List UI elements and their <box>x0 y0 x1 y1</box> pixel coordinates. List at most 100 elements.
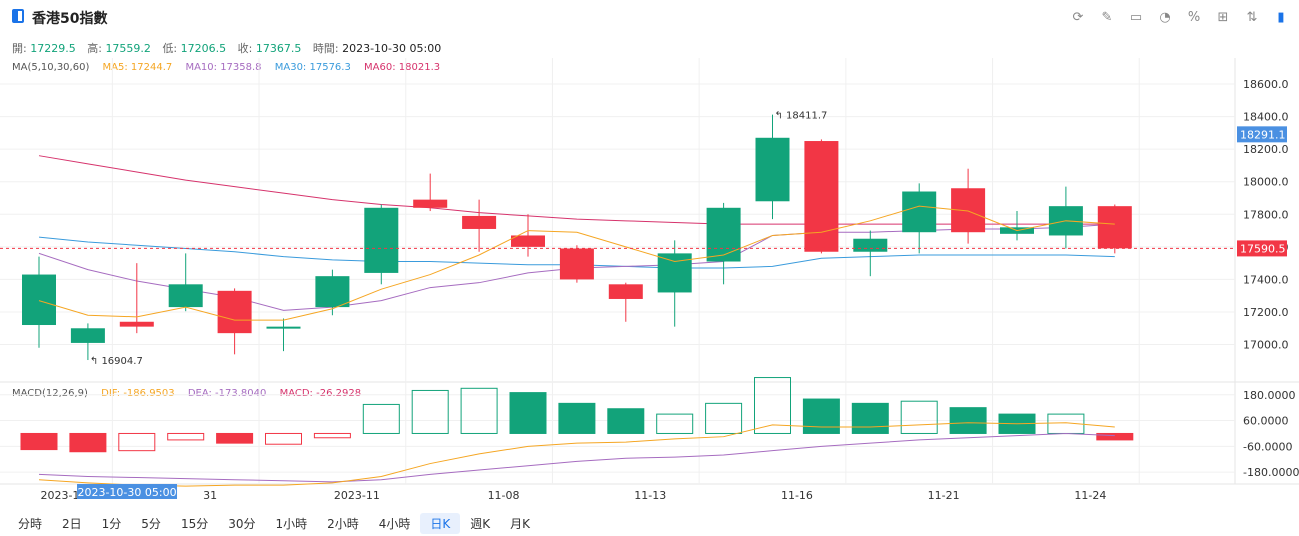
cursor-price-label: 18291.1 <box>1240 128 1286 141</box>
dif-line <box>38 422 1115 487</box>
low-label: 低: <box>162 42 178 55</box>
last-price-badge <box>1237 240 1287 257</box>
tab-period-0[interactable]: 分時 <box>18 517 43 531</box>
time-value: 2023-10-30 05:00 <box>342 42 442 55</box>
top-bar: 香港50指數 ⟳ ✎ ▭ ◔ % ⊞ ⇅ ▮ <box>0 0 1299 34</box>
macd-bar <box>313 432 351 439</box>
macd-value: MACD: -26.2928 <box>279 388 362 399</box>
last-price-label: 17590.5 <box>1240 242 1286 255</box>
ma60-value: MA60: 18021.3 <box>364 62 441 73</box>
tab-period-7[interactable]: 2小時 <box>327 517 359 531</box>
candle-body <box>217 290 252 334</box>
candle-body <box>706 207 741 262</box>
tab-period-2[interactable]: 1分 <box>101 517 122 531</box>
time-label: 時間: <box>312 42 339 55</box>
edit-icon[interactable]: ✎ <box>1101 9 1113 25</box>
pie-icon[interactable]: ◔ <box>1159 9 1171 25</box>
tab-period-9[interactable]: 日K <box>420 513 461 534</box>
candle-body <box>511 235 545 247</box>
candle-body <box>559 248 594 280</box>
candle-body <box>168 284 203 308</box>
grid-icon[interactable]: ⊞ <box>1217 9 1229 25</box>
tab-period-11[interactable]: 月K <box>510 517 531 531</box>
y-tick-label: 17800.0 <box>1243 208 1289 221</box>
candle-body <box>1048 206 1083 236</box>
tab-period-3[interactable]: 5分 <box>141 517 161 531</box>
ma30-value: MA30: 17576.3 <box>274 62 351 73</box>
macd-bar <box>1096 432 1134 441</box>
tab-period-8[interactable]: 4小時 <box>378 517 411 531</box>
ma30-line <box>38 236 1115 269</box>
x-tick-label: 2023-10 <box>40 489 86 502</box>
x-tick-label: 31 <box>203 489 217 502</box>
ma-legend-name: MA(5,10,30,60) <box>12 62 90 73</box>
candle-body <box>119 321 154 327</box>
macd-bar <box>1047 413 1085 434</box>
tab-period-5[interactable]: 30分 <box>228 517 256 531</box>
macd-bar <box>411 389 449 434</box>
tab-period-4[interactable]: 15分 <box>180 517 209 531</box>
macd-bar <box>460 387 498 434</box>
dea-line <box>38 432 1115 483</box>
macd-bar <box>851 402 889 434</box>
tab-period-6[interactable]: 1小時 <box>275 517 308 531</box>
y-tick-label: 18600.0 <box>1243 78 1289 91</box>
page-title: 香港50指數 <box>32 11 108 27</box>
cursor-price-badge <box>1237 126 1287 143</box>
refresh-icon[interactable]: ⟳ <box>1072 9 1084 25</box>
ma10-value: MA10: 17358.8 <box>185 62 262 73</box>
candle-body <box>657 253 692 293</box>
macd-bar <box>705 402 743 434</box>
macd-tick-label: 180.0000 <box>1243 389 1296 402</box>
percent-icon[interactable]: % <box>1187 9 1201 25</box>
candle-body <box>364 207 399 273</box>
ma5-line <box>38 205 1115 321</box>
macd-bar <box>998 413 1036 434</box>
candle-body <box>1097 206 1132 249</box>
toolbar: ⟳ ✎ ▭ ◔ % ⊞ ⇅ ▮ <box>1068 7 1291 27</box>
candle-body <box>853 238 888 252</box>
macd-bar <box>118 432 156 452</box>
y-tick-label: 17000.0 <box>1243 339 1289 352</box>
candle-body <box>951 188 986 233</box>
open-value: 17229.5 <box>30 42 76 55</box>
crosshair-x-label: 2023-10-30 05:00 <box>77 486 176 499</box>
macd-bar <box>656 413 694 434</box>
extreme-value-label: ↰ 16904.7 <box>90 356 143 367</box>
close-value: 17367.5 <box>255 42 302 55</box>
ma5-value: MA5: 17244.7 <box>102 62 173 73</box>
open-label: 開: <box>12 42 27 55</box>
tab-period-1[interactable]: 2日 <box>62 517 82 531</box>
y-tick-label: 17200.0 <box>1243 306 1289 319</box>
x-tick-label: 11-08 <box>488 489 520 502</box>
macd-bar <box>265 432 302 445</box>
candle-body <box>462 215 497 229</box>
macd-bar <box>607 408 645 434</box>
x-tick-label: 11-13 <box>634 489 666 502</box>
high-value: 17559.2 <box>105 42 151 55</box>
image-icon[interactable]: ▭ <box>1129 9 1143 25</box>
macd-bar <box>754 377 791 434</box>
macd-bar <box>900 400 938 434</box>
ohlc-readout: 開: 17229.5 高: 17559.2 低: 17206.5 收: 1736… <box>12 40 441 56</box>
macd-bar <box>167 432 205 441</box>
y-tick-label: 17400.0 <box>1243 273 1289 286</box>
macd-bar <box>216 432 254 444</box>
high-label: 高: <box>87 42 102 55</box>
macd-tick-label: -180.0000 <box>1243 466 1299 479</box>
candle-body <box>266 326 301 329</box>
dea-value: DEA: -173.8040 <box>187 388 267 399</box>
macd-bar <box>802 398 840 434</box>
tab-period-10[interactable]: 週K <box>470 517 491 531</box>
candle-body <box>608 284 643 299</box>
ma-legend: MA(5,10,30,60) MA5: 17244.7 MA10: 17358.… <box>12 62 450 73</box>
chart-logo-icon <box>12 9 24 23</box>
candle-body <box>804 141 839 252</box>
sort-icon[interactable]: ⇅ <box>1246 9 1258 25</box>
y-tick-label: 18200.0 <box>1243 143 1289 156</box>
layout-icon[interactable]: ▮ <box>1277 9 1285 25</box>
candle-body <box>755 137 790 202</box>
period-tabs: 分時 2日 1分 5分 15分 30分 1小時 2小時 4小時 日K 週K 月K <box>8 513 540 534</box>
candle-body <box>902 191 937 233</box>
